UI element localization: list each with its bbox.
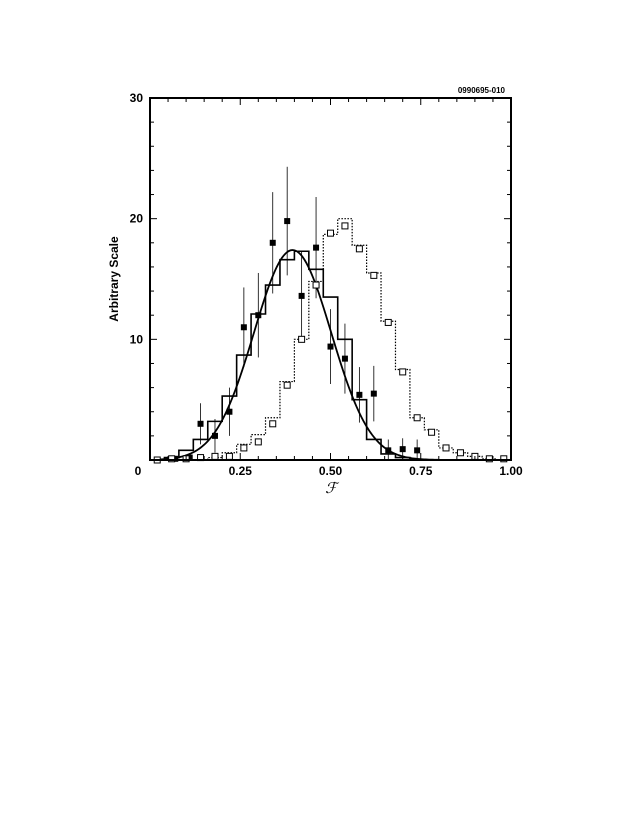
x-tick-label: 0	[135, 464, 142, 478]
open-data-point	[442, 444, 450, 452]
tick-labels: 0 0.25 0.50 0.75 1.00 10 20 30	[130, 91, 523, 478]
open-data-point	[298, 335, 306, 343]
x-axis-label: ℱ	[325, 481, 340, 497]
figure-code: 0990695-010	[458, 86, 506, 95]
filled-data-point	[370, 390, 377, 397]
x-tick-label: 0.50	[319, 464, 343, 478]
open-data-point	[341, 222, 349, 230]
filled-data-point	[327, 343, 334, 350]
x-tick-label: 0.75	[409, 464, 433, 478]
open-data-point	[240, 444, 248, 452]
y-axis-label: Arbitrary Scale	[107, 236, 121, 322]
open-data-point	[399, 368, 407, 376]
open-data-point	[269, 420, 277, 428]
open-data-point	[211, 452, 219, 460]
filled-data-point	[341, 355, 348, 362]
open-data-point	[456, 449, 464, 457]
y-tick-label: 20	[130, 212, 144, 226]
x-tick-label: 0.25	[229, 464, 253, 478]
open-data-point	[413, 414, 421, 422]
filled-data-point	[284, 218, 291, 225]
filled-data-point	[197, 420, 204, 427]
filled-data-point	[298, 292, 305, 299]
filled-data-point	[269, 239, 276, 246]
filled-data-point	[255, 312, 262, 319]
filled-data-point	[240, 324, 247, 331]
axis-ticks	[149, 97, 512, 461]
open-data-point	[500, 455, 508, 463]
open-data-point	[312, 281, 320, 289]
solid-histogram	[163, 250, 411, 460]
dotted-histogram	[207, 218, 498, 460]
filled-data-point	[385, 447, 392, 454]
filled-data-point	[414, 447, 421, 454]
open-data-point	[254, 438, 262, 446]
plot-marks	[153, 166, 508, 464]
open-data-point	[355, 245, 363, 253]
plot-frame	[149, 97, 512, 461]
open-data-point	[428, 428, 436, 436]
y-tick-label: 10	[130, 332, 144, 346]
open-data-point	[225, 452, 233, 460]
filled-data-point	[172, 455, 179, 462]
open-data-point	[283, 381, 291, 389]
open-data-point	[485, 455, 493, 463]
open-data-point	[168, 455, 176, 463]
y-tick-label: 30	[130, 91, 144, 105]
filled-data-point	[356, 391, 363, 398]
filled-data-point	[186, 454, 193, 461]
open-data-point	[370, 271, 378, 279]
filled-data-point	[399, 446, 406, 453]
open-data-point	[384, 318, 392, 326]
x-tick-label: 1.00	[499, 464, 523, 478]
filled-data-point	[226, 408, 233, 415]
open-data-point	[327, 229, 334, 237]
filled-data-point	[313, 244, 320, 251]
filled-data-point	[211, 432, 218, 439]
